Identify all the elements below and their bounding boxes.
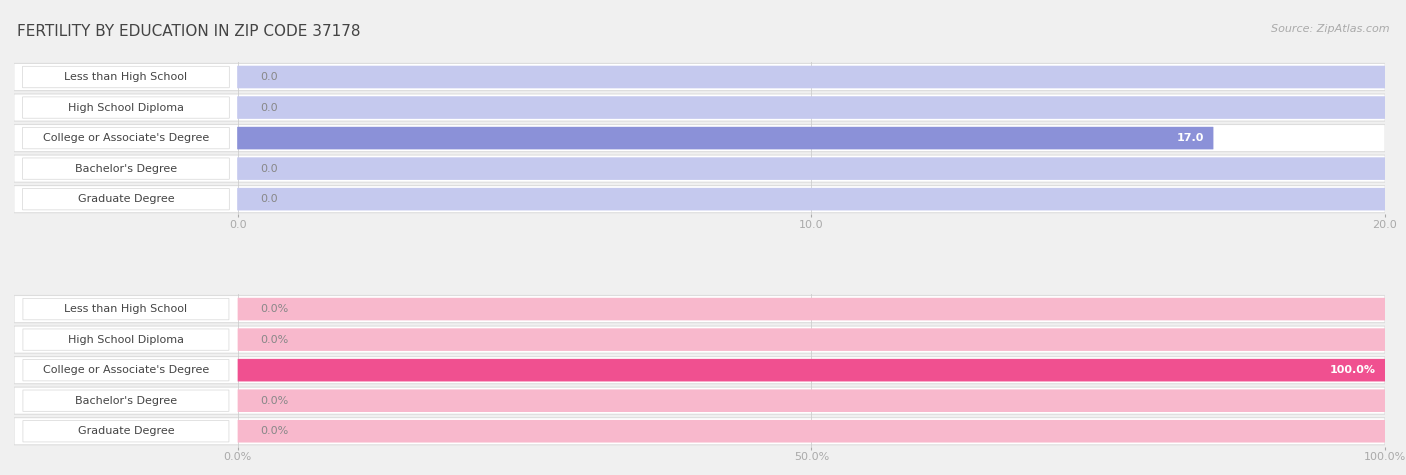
FancyBboxPatch shape bbox=[238, 359, 1385, 381]
Text: FERTILITY BY EDUCATION IN ZIP CODE 37178: FERTILITY BY EDUCATION IN ZIP CODE 37178 bbox=[17, 24, 360, 39]
FancyBboxPatch shape bbox=[238, 328, 1385, 351]
Text: 0.0: 0.0 bbox=[260, 163, 278, 174]
FancyBboxPatch shape bbox=[14, 155, 1385, 182]
FancyBboxPatch shape bbox=[238, 96, 1385, 119]
FancyBboxPatch shape bbox=[14, 357, 1385, 384]
Text: High School Diploma: High School Diploma bbox=[67, 334, 184, 345]
Text: 17.0: 17.0 bbox=[1177, 133, 1204, 143]
FancyBboxPatch shape bbox=[14, 326, 1385, 353]
Text: College or Associate's Degree: College or Associate's Degree bbox=[42, 133, 209, 143]
Text: 0.0: 0.0 bbox=[260, 103, 278, 113]
Text: 0.0: 0.0 bbox=[260, 194, 278, 204]
FancyBboxPatch shape bbox=[238, 127, 1213, 149]
Text: 0.0%: 0.0% bbox=[260, 304, 288, 314]
FancyBboxPatch shape bbox=[22, 360, 229, 381]
FancyBboxPatch shape bbox=[14, 387, 1385, 414]
Text: 100.0%: 100.0% bbox=[1330, 365, 1375, 375]
FancyBboxPatch shape bbox=[14, 124, 1385, 152]
Text: Source: ZipAtlas.com: Source: ZipAtlas.com bbox=[1271, 24, 1389, 34]
Text: 0.0%: 0.0% bbox=[260, 396, 288, 406]
Text: Less than High School: Less than High School bbox=[65, 304, 187, 314]
FancyBboxPatch shape bbox=[238, 188, 1385, 210]
FancyBboxPatch shape bbox=[22, 158, 229, 180]
Text: 0.0%: 0.0% bbox=[260, 334, 288, 345]
FancyBboxPatch shape bbox=[238, 66, 1385, 88]
FancyBboxPatch shape bbox=[14, 295, 1385, 323]
FancyBboxPatch shape bbox=[22, 189, 229, 210]
FancyBboxPatch shape bbox=[238, 390, 1385, 412]
Text: Less than High School: Less than High School bbox=[65, 72, 187, 82]
Text: 0.0: 0.0 bbox=[260, 72, 278, 82]
Text: Graduate Degree: Graduate Degree bbox=[77, 194, 174, 204]
FancyBboxPatch shape bbox=[14, 64, 1385, 91]
FancyBboxPatch shape bbox=[14, 186, 1385, 213]
Text: College or Associate's Degree: College or Associate's Degree bbox=[42, 365, 209, 375]
FancyBboxPatch shape bbox=[238, 420, 1385, 443]
Text: Bachelor's Degree: Bachelor's Degree bbox=[75, 163, 177, 174]
FancyBboxPatch shape bbox=[22, 329, 229, 351]
Text: Graduate Degree: Graduate Degree bbox=[77, 426, 174, 436]
Text: High School Diploma: High School Diploma bbox=[67, 103, 184, 113]
FancyBboxPatch shape bbox=[22, 420, 229, 442]
FancyBboxPatch shape bbox=[14, 94, 1385, 121]
FancyBboxPatch shape bbox=[22, 127, 229, 149]
FancyBboxPatch shape bbox=[22, 390, 229, 411]
FancyBboxPatch shape bbox=[14, 418, 1385, 445]
Text: Bachelor's Degree: Bachelor's Degree bbox=[75, 396, 177, 406]
Text: 0.0%: 0.0% bbox=[260, 426, 288, 436]
FancyBboxPatch shape bbox=[238, 157, 1385, 180]
FancyBboxPatch shape bbox=[22, 298, 229, 320]
FancyBboxPatch shape bbox=[22, 66, 229, 88]
FancyBboxPatch shape bbox=[22, 97, 229, 118]
FancyBboxPatch shape bbox=[238, 298, 1385, 321]
